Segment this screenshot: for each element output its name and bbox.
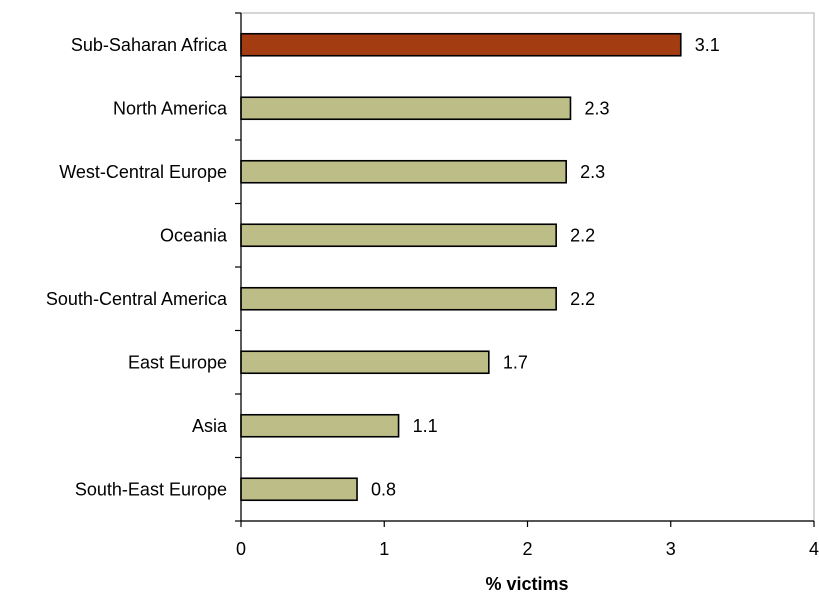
bar-0 [241, 34, 681, 56]
value-label-6: 1.1 [413, 416, 438, 436]
category-label-7: South-East Europe [75, 479, 227, 499]
bar-4 [241, 288, 556, 310]
x-tick-label-3: 3 [666, 539, 676, 559]
value-label-1: 2.3 [584, 98, 609, 118]
bar-7 [241, 478, 357, 500]
value-label-5: 1.7 [503, 352, 528, 372]
x-axis-title: % victims [485, 574, 568, 594]
bar-6 [241, 415, 399, 437]
value-label-3: 2.2 [570, 225, 595, 245]
bar-5 [241, 351, 489, 373]
category-label-5: East Europe [128, 352, 227, 372]
value-label-7: 0.8 [371, 479, 396, 499]
category-label-1: North America [113, 98, 228, 118]
value-label-2: 2.3 [580, 162, 605, 182]
bar-3 [241, 224, 556, 246]
value-label-4: 2.2 [570, 289, 595, 309]
bar-2 [241, 161, 566, 183]
x-tick-label-1: 1 [379, 539, 389, 559]
category-label-6: Asia [192, 416, 228, 436]
x-tick-label-0: 0 [236, 539, 246, 559]
x-tick-label-2: 2 [522, 539, 532, 559]
category-label-3: Oceania [160, 225, 228, 245]
ticks-group: 0 1 2 3 4 [235, 13, 819, 559]
category-label-2: West-Central Europe [59, 162, 227, 182]
category-label-4: South-Central America [46, 289, 228, 309]
category-label-0: Sub-Saharan Africa [71, 35, 228, 55]
plot-area-border [241, 13, 814, 521]
x-tick-label-4: 4 [809, 539, 819, 559]
value-label-0: 3.1 [695, 35, 720, 55]
bar-1 [241, 97, 570, 119]
bars-group [241, 34, 681, 501]
